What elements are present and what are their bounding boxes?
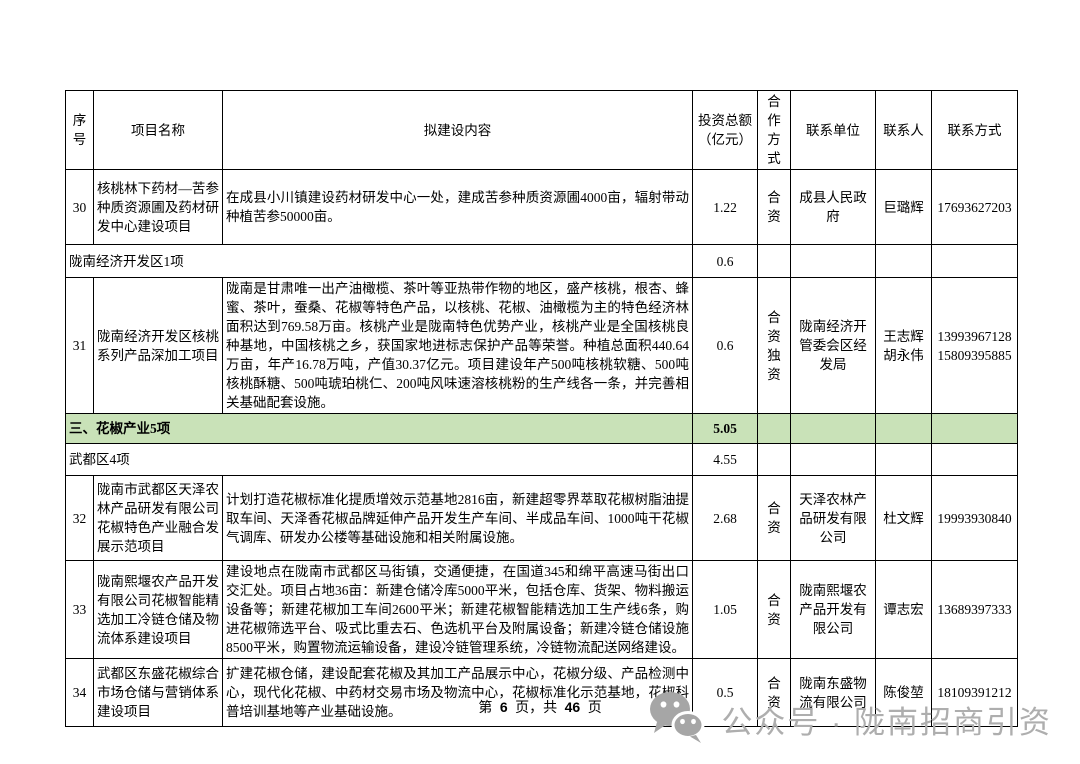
- col-header-phone: 联系方式: [931, 90, 1018, 170]
- cell-empty: [757, 443, 791, 476]
- cell-investment-30: 1.22: [692, 169, 758, 245]
- page-number: 6: [499, 699, 508, 715]
- cell-mode-31: 合资 独资: [757, 277, 791, 414]
- cell-mode-32: 合资: [757, 475, 791, 561]
- cell-serial-31: 31: [65, 277, 94, 414]
- cell-project-name-34: 武都区东盛花椒综合市场仓储与营销体系建设项目: [93, 658, 223, 727]
- cell-phone-32: 19993930840: [931, 475, 1018, 561]
- cell-content-31: 陇南是甘肃唯一出产油橄榄、茶叶等亚热带作物的地区，盛产核桃，根杏、蜂蜜、茶叶，蚕…: [222, 277, 693, 414]
- table-row-subtotal-wudu: 武都区4项 4.55: [65, 443, 1018, 476]
- total-pages: 46: [564, 699, 581, 715]
- table-row-project-31: 31 陇南经济开发区核桃系列产品深加工项目 陇南是甘肃唯一出产油橄榄、茶叶等亚热…: [65, 277, 1018, 414]
- cell-content-30: 在成县小川镇建设药材研发中心一处，建成苦参种质资源圃4000亩，辐射带动种植苦参…: [222, 169, 693, 245]
- cell-project-name-31: 陇南经济开发区核桃系列产品深加工项目: [93, 277, 223, 414]
- cell-project-name-32: 陇南市武都区天泽农林产品研发有限公司花椒特色产业融合发展示范项目: [93, 475, 223, 561]
- col-header-serial: 序号: [65, 90, 94, 170]
- cell-empty: [931, 244, 1018, 278]
- cell-content-32: 计划打造花椒标准化提质增效示范基地2816亩，新建超零界萃取花椒树脂油提取车间、…: [222, 475, 693, 561]
- cell-content-34: 扩建花椒仓储，建设配套花椒及其加工产品展示中心，花椒分级、产品检测中心，现代化花…: [222, 658, 693, 727]
- cell-mode-30: 合资: [757, 169, 791, 245]
- page-footer: 第 6 页，共 46 页: [0, 697, 1080, 717]
- wechat-brand-watermark: 公众号 · 陇南招商引资: [647, 690, 1052, 749]
- cell-investment-33: 1.05: [692, 560, 758, 659]
- cell-unit-30: 成县人民政府: [790, 169, 876, 245]
- cell-empty: [790, 413, 876, 444]
- cell-empty: [875, 244, 932, 278]
- cell-phone-33: 13689397333: [931, 560, 1018, 659]
- cell-mode-34: 合资: [757, 658, 791, 727]
- cell-subtotal-investment-wudu: 4.55: [692, 443, 758, 476]
- cell-mode-33: 合资: [757, 560, 791, 659]
- cell-empty: [931, 413, 1018, 444]
- cell-project-name-30: 核桃林下药材—苦参种质资源圃及药材研发中心建设项目: [93, 169, 223, 245]
- cell-serial-33: 33: [65, 560, 94, 659]
- cell-contact-30: 巨璐辉: [875, 169, 932, 245]
- col-header-project-name: 项目名称: [93, 90, 223, 170]
- cell-unit-32: 天泽农林产品研发有限公司: [790, 475, 876, 561]
- col-header-contact: 联系人: [875, 90, 932, 170]
- table-row-project-30: 30 核桃林下药材—苦参种质资源圃及药材研发中心建设项目 在成县小川镇建设药材研…: [65, 169, 1018, 245]
- table-row-section-pepper: 三、花椒产业5项 5.05: [65, 413, 1018, 444]
- table-row-project-33: 33 陇南熙堰农产品开发有限公司花椒智能精选加工冷链仓储及物流体系建设项目 建设…: [65, 560, 1018, 659]
- cell-contact-33: 谭志宏: [875, 560, 932, 659]
- cell-serial-30: 30: [65, 169, 94, 245]
- page-word: 页: [587, 701, 602, 716]
- cell-empty: [757, 413, 791, 444]
- cell-empty: [875, 443, 932, 476]
- cell-investment-31: 0.6: [692, 277, 758, 414]
- cell-empty: [875, 413, 932, 444]
- wechat-brand-text: 公众号 · 陇南招商引资: [721, 705, 1052, 740]
- cell-empty: [931, 443, 1018, 476]
- col-header-content: 拟建设内容: [222, 90, 693, 170]
- cell-project-name-33: 陇南熙堰农产品开发有限公司花椒智能精选加工冷链仓储及物流体系建设项目: [93, 560, 223, 659]
- cell-subtotal-investment-zone1: 0.6: [692, 244, 758, 278]
- page-word: 页，共: [515, 701, 558, 716]
- cell-unit-31: 陇南经济开管委会区经发局: [790, 277, 876, 414]
- cell-section-investment: 5.05: [692, 413, 758, 444]
- cell-phone-31: 13993967128 15809395885: [931, 277, 1018, 414]
- wechat-icon: [647, 690, 707, 749]
- col-header-unit: 联系单位: [790, 90, 876, 170]
- cell-contact-34: 陈俊堃: [875, 658, 932, 727]
- page-word: 第: [478, 701, 493, 716]
- cell-subtotal-label-wudu: 武都区4项: [65, 443, 693, 476]
- table-row-project-32: 32 陇南市武都区天泽农林产品研发有限公司花椒特色产业融合发展示范项目 计划打造…: [65, 475, 1018, 561]
- table-row-project-34: 34 武都区东盛花椒综合市场仓储与营销体系建设项目 扩建花椒仓储，建设配套花椒及…: [65, 658, 1018, 727]
- cell-empty: [757, 244, 791, 278]
- cell-empty: [790, 244, 876, 278]
- col-header-mode: 合作 方式: [757, 90, 791, 170]
- cell-section-label: 三、花椒产业5项: [65, 413, 693, 444]
- cell-subtotal-label-zone1: 陇南经济开发区1项: [65, 244, 693, 278]
- cell-contact-32: 杜文辉: [875, 475, 932, 561]
- cell-phone-34: 18109391212: [931, 658, 1018, 727]
- cell-empty: [790, 443, 876, 476]
- cell-contact-31: 王志辉 胡永伟: [875, 277, 932, 414]
- table-header-row: 序号 项目名称 拟建设内容 投资总额 （亿元） 合作 方式 联系单位 联系人 联…: [65, 90, 1018, 170]
- cell-content-33: 建设地点在陇南市武都区马街镇，交通便捷，在国道345和绵平高速马街出口交汇处。项…: [222, 560, 693, 659]
- cell-serial-34: 34: [65, 658, 94, 727]
- investment-projects-table: 序号 项目名称 拟建设内容 投资总额 （亿元） 合作 方式 联系单位 联系人 联…: [65, 90, 1018, 727]
- table-row-subtotal-zone1: 陇南经济开发区1项 0.6: [65, 244, 1018, 278]
- cell-phone-30: 17693627203: [931, 169, 1018, 245]
- cell-serial-32: 32: [65, 475, 94, 561]
- col-header-investment: 投资总额 （亿元）: [692, 90, 758, 170]
- cell-investment-32: 2.68: [692, 475, 758, 561]
- cell-unit-33: 陇南熙堰农产品开发有限公司: [790, 560, 876, 659]
- cell-investment-34: 0.5: [692, 658, 758, 727]
